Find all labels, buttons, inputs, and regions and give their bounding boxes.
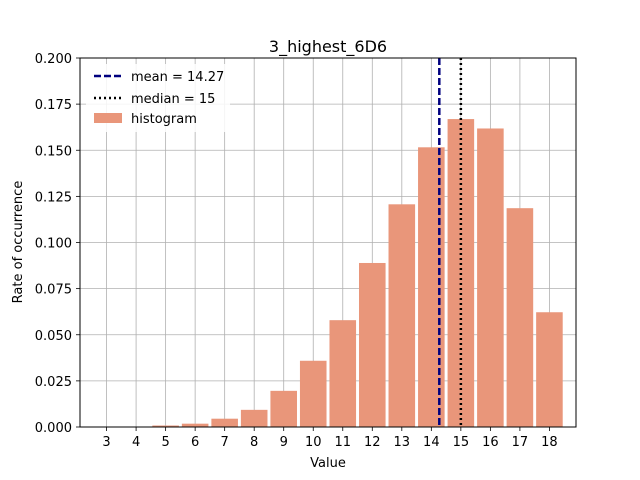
x-tick-label: 6 bbox=[191, 435, 199, 450]
stat-lines bbox=[438, 58, 463, 427]
histogram-bar bbox=[536, 312, 563, 427]
histogram-bar bbox=[388, 204, 416, 427]
histogram-bar bbox=[506, 208, 534, 427]
x-tick-label: 12 bbox=[364, 435, 381, 450]
bars bbox=[152, 119, 563, 427]
histogram-bar bbox=[299, 360, 327, 427]
y-tick-label: 0.025 bbox=[35, 375, 72, 390]
y-tick-label: 0.075 bbox=[35, 283, 72, 298]
histogram-bar bbox=[152, 425, 179, 427]
x-tick-label: 11 bbox=[334, 435, 351, 450]
histogram-bar bbox=[418, 147, 445, 427]
x-tick-label: 17 bbox=[512, 435, 529, 450]
histogram-bar bbox=[211, 418, 238, 427]
x-tick-label: 3 bbox=[102, 435, 110, 450]
x-tick-label: 9 bbox=[280, 435, 288, 450]
x-tick-label: 13 bbox=[394, 435, 411, 450]
chart-title: 3_highest_6D6 bbox=[269, 37, 387, 57]
x-tick-label: 18 bbox=[541, 435, 558, 450]
x-tick-label: 4 bbox=[132, 435, 140, 450]
histogram-bar bbox=[477, 128, 504, 427]
histogram-bar bbox=[329, 320, 357, 427]
x-tick-label: 14 bbox=[423, 435, 440, 450]
y-axis-ticks: 0.000 0.025 0.050 0.075 0.100 0.125 0.150 0.175… bbox=[35, 52, 80, 436]
y-tick-label: 0.175 bbox=[35, 98, 72, 113]
legend-histogram-label: histogram bbox=[131, 112, 197, 127]
y-tick-label: 0.200 bbox=[35, 52, 72, 67]
legend-histogram-swatch bbox=[94, 113, 122, 123]
legend: mean = 14.27 median = 15 histogram bbox=[86, 64, 230, 132]
x-tick-label: 5 bbox=[161, 435, 169, 450]
histogram-bar bbox=[359, 262, 386, 427]
histogram-bar bbox=[181, 423, 209, 427]
x-tick-label: 15 bbox=[453, 435, 470, 450]
y-tick-label: 0.050 bbox=[35, 329, 72, 344]
x-tick-label: 8 bbox=[250, 435, 258, 450]
x-axis-label: Value bbox=[310, 456, 346, 471]
legend-median-label: median = 15 bbox=[131, 92, 215, 107]
histogram-bar bbox=[270, 390, 297, 427]
x-tick-label: 16 bbox=[482, 435, 499, 450]
histogram-bar bbox=[240, 409, 268, 427]
x-tick-label: 7 bbox=[221, 435, 229, 450]
y-tick-label: 0.000 bbox=[35, 421, 72, 436]
y-tick-label: 0.150 bbox=[35, 144, 72, 159]
x-tick-label: 10 bbox=[305, 435, 322, 450]
x-axis-ticks: 3 4 5 6 7 8 9 10 11 12 13 14 15 16 17 18 bbox=[102, 427, 558, 450]
legend-mean-label: mean = 14.27 bbox=[131, 70, 224, 85]
y-axis-label: Rate of occurrence bbox=[11, 181, 26, 304]
y-tick-label: 0.125 bbox=[35, 190, 72, 205]
y-tick-label: 0.100 bbox=[35, 237, 72, 252]
